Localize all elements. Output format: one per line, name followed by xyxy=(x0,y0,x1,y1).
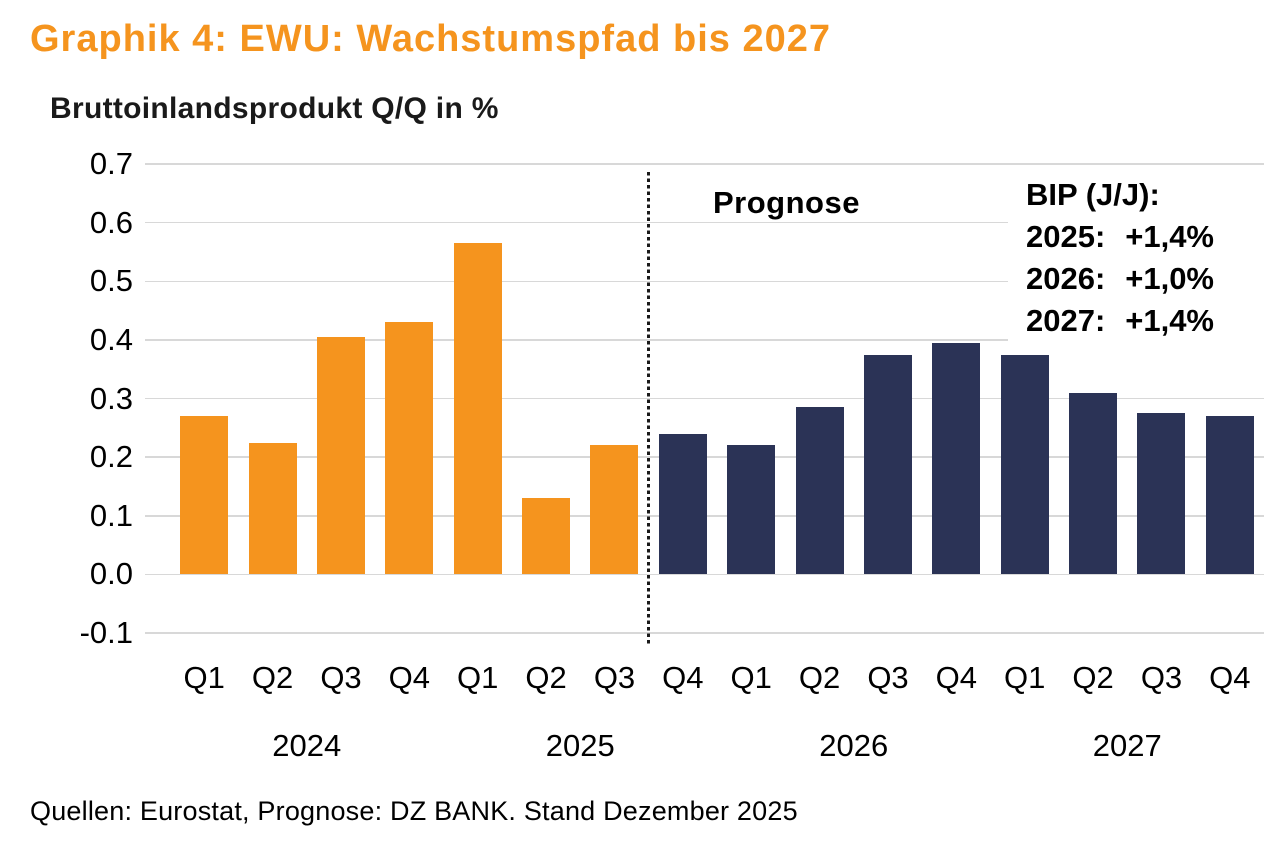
x-axis-year-label: 2024 xyxy=(272,728,342,763)
x-axis-quarter-label: Q4 xyxy=(1209,660,1251,695)
x-axis-quarter-label: Q4 xyxy=(388,660,430,695)
bip-annotation-row: 2025: +1,4% xyxy=(1026,216,1214,258)
bip-year-value: +1,0% xyxy=(1125,261,1214,296)
bar-2026-Q2 xyxy=(795,407,844,575)
bar-2024-Q1 xyxy=(180,416,229,575)
y-axis-tick-label: 0.6 xyxy=(89,204,133,240)
x-axis-quarter-label: Q1 xyxy=(457,660,499,695)
x-axis-quarter-label: Q1 xyxy=(1004,660,1046,695)
bar-2027-Q4 xyxy=(1205,416,1254,575)
y-axis-tick-label: 0.2 xyxy=(89,439,133,475)
bip-year-value: +1,4% xyxy=(1125,219,1214,254)
x-axis-quarter-label: Q2 xyxy=(798,660,841,695)
bar-2024-Q2 xyxy=(248,442,297,575)
bip-annotation: BIP (J/J): 2025: +1,4% 2026: +1,0% 2027:… xyxy=(1008,174,1264,346)
bar-2025-Q4 xyxy=(658,433,707,575)
bar-2027-Q2 xyxy=(1069,392,1118,575)
bip-annotation-row: 2026: +1,0% xyxy=(1026,258,1214,300)
chart-subtitle: Bruttoinlandsprodukt Q/Q in % xyxy=(50,92,499,125)
x-axis-quarter-label: Q3 xyxy=(320,660,362,695)
x-axis-quarter-label: Q2 xyxy=(251,660,294,695)
x-axis-quarter-label: Q4 xyxy=(935,660,977,695)
bar-2025-Q2 xyxy=(522,498,571,575)
bar-2027-Q1 xyxy=(1000,354,1049,575)
y-axis-tick-label: 0.7 xyxy=(89,146,133,181)
bar-2026-Q3 xyxy=(863,354,912,575)
prognose-label: Prognose xyxy=(713,185,860,220)
bip-annotation-row: 2027: +1,4% xyxy=(1026,300,1214,342)
bar-2026-Q4 xyxy=(932,342,981,575)
x-axis-year-label: 2025 xyxy=(545,728,615,763)
y-axis-tick-label: 0.5 xyxy=(89,263,133,299)
bar-2024-Q3 xyxy=(316,336,365,575)
bar-2025-Q1 xyxy=(453,243,502,575)
forecast-divider-line xyxy=(647,172,651,644)
y-gridline xyxy=(145,339,1264,341)
x-axis-quarter-label: Q1 xyxy=(183,660,225,695)
y-axis-tick-label: 0.1 xyxy=(89,497,133,533)
bar-2027-Q3 xyxy=(1137,413,1186,575)
y-gridline xyxy=(145,280,1264,282)
bip-year-label: 2026: xyxy=(1026,261,1106,296)
page-title: Graphik 4: EWU: Wachstumspfad bis 2027 xyxy=(30,18,831,60)
x-axis-year-label: 2027 xyxy=(1092,728,1162,763)
y-gridline xyxy=(145,163,1264,165)
bip-year-label: 2027: xyxy=(1026,303,1106,338)
x-axis-quarter-label: Q4 xyxy=(662,660,704,695)
x-axis-quarter-label: Q3 xyxy=(593,660,636,695)
source-note: Quellen: Eurostat, Prognose: DZ BANK. St… xyxy=(30,796,798,826)
y-gridline xyxy=(145,632,1264,634)
x-axis-quarter-label: Q2 xyxy=(1072,660,1114,695)
bar-2025-Q3 xyxy=(590,445,639,575)
x-axis-quarter-label: Q1 xyxy=(730,660,772,695)
bar-2024-Q4 xyxy=(385,322,434,575)
bip-annotation-header: BIP (J/J): xyxy=(1026,177,1160,212)
x-axis-quarter-label: Q3 xyxy=(867,660,909,695)
x-axis-quarter-label: Q2 xyxy=(525,660,567,695)
y-axis-tick-label: -0.1 xyxy=(79,615,133,650)
y-gridline xyxy=(145,221,1264,224)
y-axis-tick-label: 0.0 xyxy=(89,556,133,592)
bip-year-value: +1,4% xyxy=(1125,303,1214,338)
y-axis-tick-label: 0.4 xyxy=(89,321,133,357)
bar-2026-Q1 xyxy=(727,445,776,575)
x-axis-year-label: 2026 xyxy=(819,728,889,763)
y-gridline xyxy=(145,397,1264,400)
bip-year-label: 2025: xyxy=(1026,219,1106,254)
y-axis-tick-label: 0.3 xyxy=(89,380,133,416)
x-axis-quarter-label: Q3 xyxy=(1140,660,1183,695)
